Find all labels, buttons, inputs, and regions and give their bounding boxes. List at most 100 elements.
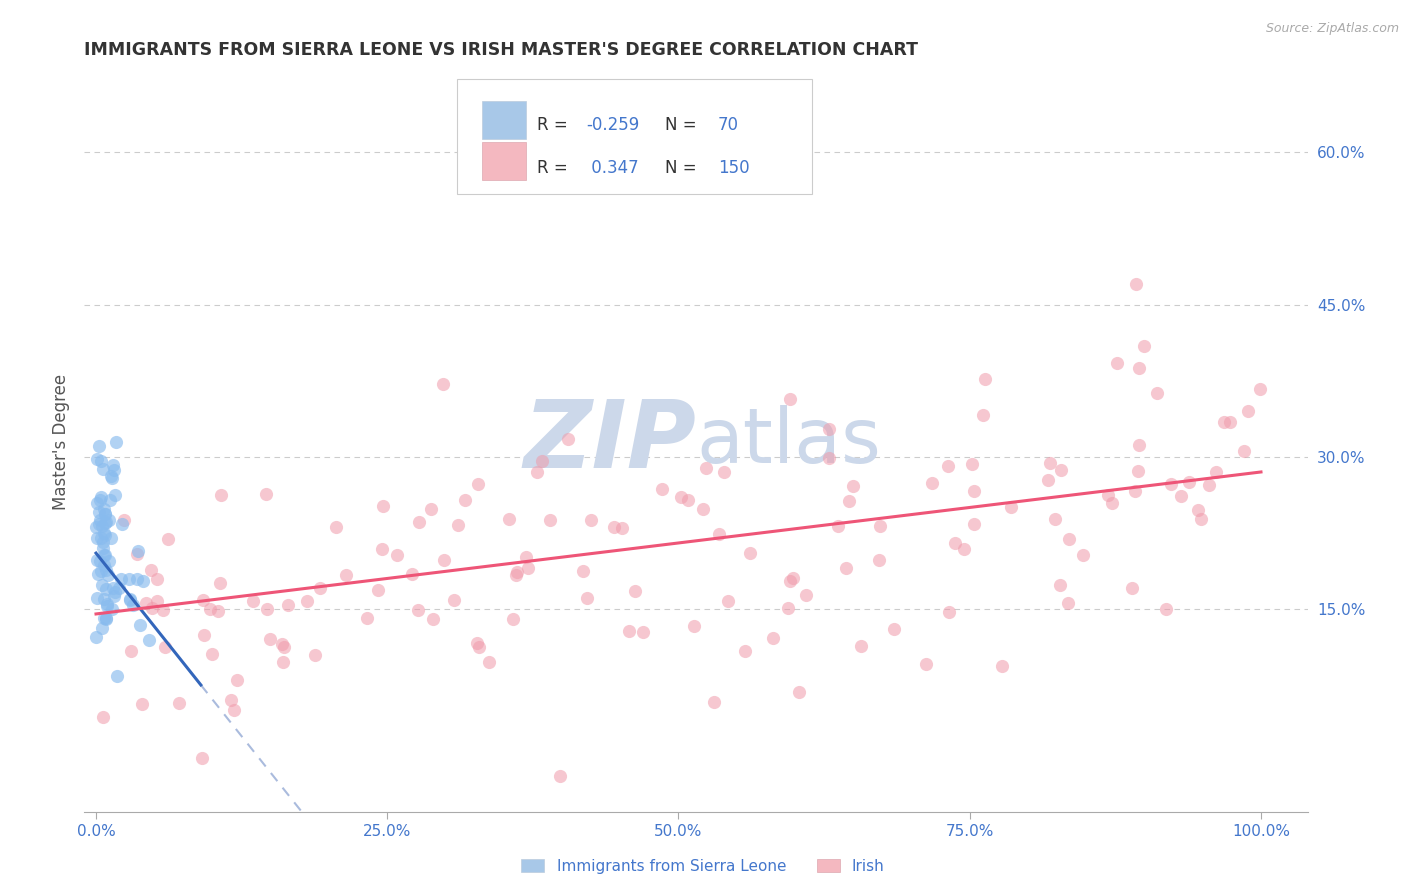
Point [122,598,145,612]
Point [224,703,246,717]
Point [91,534,114,549]
FancyBboxPatch shape [482,101,526,139]
Point [1126,464,1149,478]
FancyBboxPatch shape [457,78,813,194]
Point [610,521,633,535]
Point [254,487,277,501]
Point [842,479,865,493]
Text: N =: N = [665,117,702,135]
Point [97,513,120,527]
Point [152,602,174,616]
Point [90,454,112,468]
Point [991,659,1014,673]
Point [271,655,294,669]
Point [118,593,141,607]
Point [97,567,120,582]
Point [86,532,108,546]
Point [94,528,117,542]
Point [972,408,994,422]
Point [603,520,626,534]
Point [86,451,108,466]
Point [112,513,135,527]
Point [1123,483,1146,498]
Point [526,465,548,479]
Point [1121,581,1143,595]
Point [89,513,111,527]
Point [101,471,124,485]
Point [517,561,540,575]
Point [572,564,595,578]
Point [91,541,114,555]
Point [579,513,602,527]
Point [201,647,224,661]
Point [498,512,520,526]
Point [465,636,488,650]
Point [104,584,127,599]
Point [367,583,389,598]
Point [1125,277,1147,292]
Text: 70: 70 [718,117,740,135]
Point [93,558,115,573]
Legend: Immigrants from Sierra Leone, Irish: Immigrants from Sierra Leone, Irish [516,853,890,880]
Point [86,630,108,644]
Text: R =: R = [537,117,574,135]
Point [125,572,148,586]
Point [695,461,717,475]
Point [1128,360,1150,375]
Point [121,644,143,658]
Point [420,502,443,516]
Point [356,610,378,624]
Point [1189,512,1212,526]
Point [127,544,149,558]
Point [1160,476,1182,491]
Point [90,531,112,545]
Point [118,592,141,607]
Point [89,492,111,507]
Point [782,571,804,585]
Point [86,591,108,605]
Point [118,572,141,586]
Point [103,463,125,477]
Point [86,553,108,567]
Point [101,602,124,616]
Point [1219,415,1241,429]
Point [408,516,430,530]
Point [91,519,114,533]
Point [371,499,394,513]
Text: Source: ZipAtlas.com: Source: ZipAtlas.com [1265,22,1399,36]
Point [273,640,295,654]
Point [883,623,905,637]
Point [167,696,190,710]
Point [94,507,117,521]
Point [111,516,134,531]
Point [89,505,111,519]
Point [943,535,966,549]
Point [131,697,153,711]
Point [709,526,731,541]
Point [1249,382,1271,396]
Text: R =: R = [537,159,574,177]
Point [550,769,572,783]
Point [1146,386,1168,401]
Point [193,628,215,642]
Point [91,621,114,635]
Point [96,582,118,597]
Point [90,490,112,504]
Point [89,554,111,568]
FancyBboxPatch shape [482,142,526,180]
Point [94,611,117,625]
Point [141,601,163,615]
Point [779,392,801,406]
Point [818,451,841,466]
Point [191,593,214,607]
Point [256,602,278,616]
Point [93,610,115,624]
Point [838,493,860,508]
Point [422,612,444,626]
Y-axis label: Master's Degree: Master's Degree [52,374,70,509]
Point [105,435,128,450]
Point [107,581,129,595]
Point [1000,500,1022,515]
Text: atlas: atlas [696,405,880,478]
Point [869,519,891,533]
